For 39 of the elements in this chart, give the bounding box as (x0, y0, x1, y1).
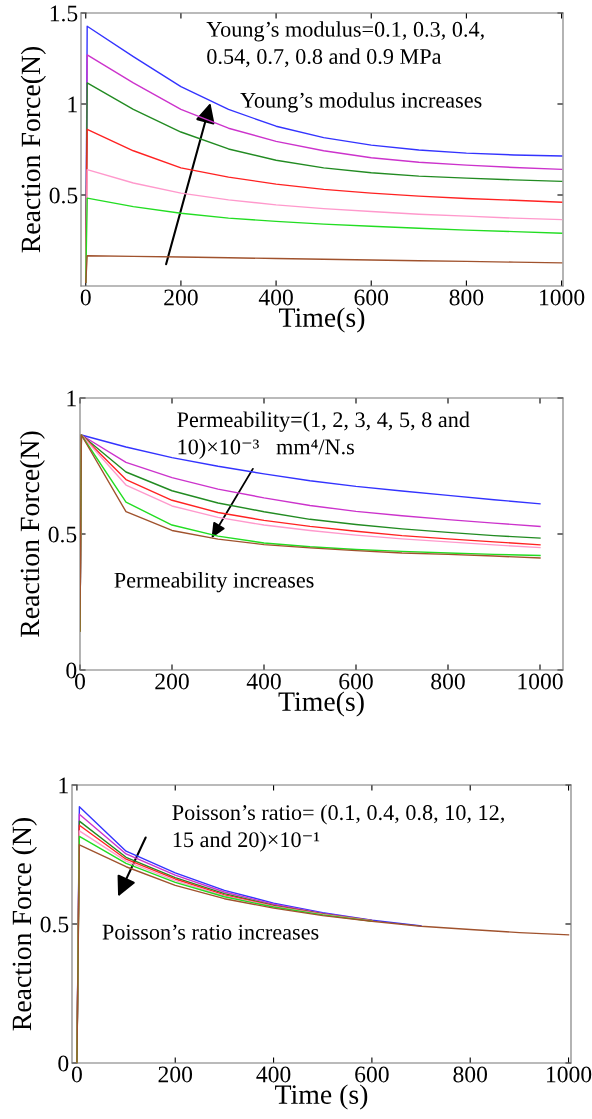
y-axis-title: Reaction Force(N) (20, 46, 46, 253)
x-tick-label: 200 (158, 1066, 193, 1083)
y-axis-title: Reaction Force(N) (19, 431, 45, 637)
x-tick-label: 1000 (547, 1066, 592, 1083)
line-series (85, 255, 563, 284)
x-tick-label: 400 (258, 289, 293, 306)
x-tick-label: 400 (256, 1066, 291, 1083)
x-tick-label: 1000 (518, 673, 563, 690)
x-tick-label: 200 (155, 673, 189, 690)
x-tick-label: 600 (354, 289, 389, 306)
y-tick-label: 0.5 (49, 187, 78, 204)
y-tick-label: 1 (67, 390, 76, 407)
x-tick-label: 800 (431, 673, 465, 690)
y-tick-label: 1 (59, 777, 68, 794)
annotation: Young’s modulus=0.1, 0.3, 0.4, 0.54, 0.7, 0.8 and 0.9 MPa (206, 21, 484, 68)
y-tick-label: 0 (66, 662, 77, 679)
x-axis-title: Time(s) (279, 307, 365, 333)
x-tick-label: 600 (355, 1066, 389, 1083)
x-tick-label: 800 (449, 289, 484, 306)
annotation: Permeability=(1, 2, 3, 4, 5, 8 and 10)×10⁻³ mm⁴/N.s (177, 411, 470, 459)
x-tick-label: 0 (80, 289, 91, 306)
y-axis-title: Reaction Force (N) (11, 818, 37, 1031)
x-tick-label: 400 (246, 673, 281, 690)
x-axis-title: Time(s) (278, 691, 364, 717)
y-tick-label: 1.5 (50, 5, 78, 22)
x-tick-label: 200 (164, 289, 198, 306)
y-tick-label: 0.5 (40, 916, 69, 933)
y-tick-label: 1 (68, 96, 77, 113)
annotation: Young’s modulus increases (240, 92, 482, 113)
y-tick-label: 0 (58, 1055, 69, 1072)
x-axis-title: Time (s) (275, 1084, 368, 1110)
annotation: Poisson’s ratio increases (102, 924, 319, 940)
line-series (80, 434, 541, 632)
annotation: Permeability increases (114, 572, 314, 593)
x-tick-label: 600 (339, 673, 373, 690)
x-tick-label: 800 (453, 1066, 488, 1083)
x-tick-label: 1000 (540, 289, 585, 306)
y-tick-label: 0.5 (48, 526, 77, 543)
annotation: Poisson’s ratio= (0.1, 0.4, 0.8, 10, 12, 15 and 20)×10⁻¹ (172, 804, 504, 852)
